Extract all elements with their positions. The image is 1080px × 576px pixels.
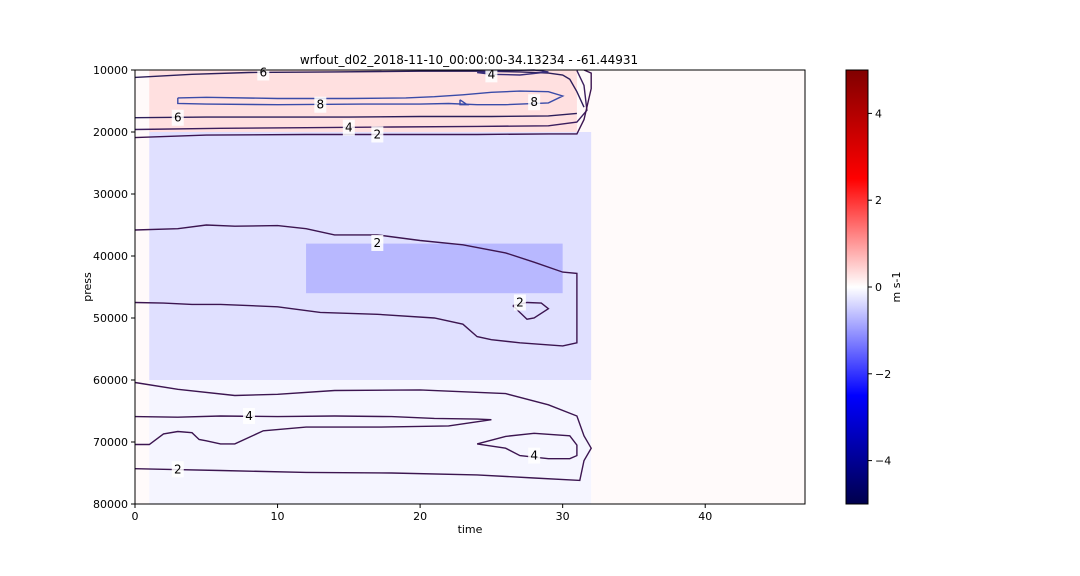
y-tick-label: 10000 xyxy=(93,64,128,77)
contour-label-background xyxy=(528,94,541,111)
contour-line-2 xyxy=(134,381,593,482)
contour-label: 4 xyxy=(530,449,538,463)
contour-label-background xyxy=(243,407,256,424)
contour-line-8 xyxy=(459,99,470,106)
colorbar-tick-label: 0 xyxy=(875,281,882,294)
colorbar-tick-label: −2 xyxy=(875,368,891,381)
contour-label: 4 xyxy=(345,121,353,135)
contour-line-2 xyxy=(134,69,592,139)
contour-label-background xyxy=(371,126,384,143)
x-tick-label: 30 xyxy=(556,510,570,523)
chart-title: wrfout_d02_2018-11-10_00:00:00-34.13234 … xyxy=(300,53,638,67)
contour-label: 4 xyxy=(245,409,253,423)
y-tick-label: 20000 xyxy=(93,126,128,139)
y-tick-label: 30000 xyxy=(93,188,128,201)
plot-frame xyxy=(134,69,806,505)
contour-label-background xyxy=(171,109,184,126)
colorbar-ticks: 4 2 0 −2 −4 xyxy=(868,107,891,468)
contour-label: 4 xyxy=(488,67,496,81)
contour-line-6 xyxy=(134,112,577,119)
contour-label: 2 xyxy=(174,462,182,476)
colorbar xyxy=(845,69,869,505)
x-axis: 0 10 20 30 40 xyxy=(132,504,712,523)
contour-label: 8 xyxy=(530,95,538,109)
contour-label-background xyxy=(257,64,270,81)
contour-label-background xyxy=(513,294,526,311)
contour-line-4 xyxy=(134,415,492,446)
contour-label: 2 xyxy=(374,127,382,141)
heatmap-field xyxy=(135,70,805,504)
contour-label-background xyxy=(171,461,184,478)
contour-label-background xyxy=(371,234,384,251)
contour-label: 2 xyxy=(374,236,382,250)
y-tick-label: 60000 xyxy=(93,374,128,387)
contour-lines xyxy=(134,69,593,482)
contour-line-2 xyxy=(512,301,550,320)
contour-label-background xyxy=(342,119,355,136)
field-region xyxy=(149,380,592,504)
field-region xyxy=(149,70,577,132)
contour-label: 6 xyxy=(174,111,182,125)
colorbar-tick-label: 2 xyxy=(875,194,882,207)
contour-label: 8 xyxy=(316,98,324,112)
y-axis: 10000 20000 30000 40000 50000 60000 70000 80000 xyxy=(93,64,135,511)
contour-label-background xyxy=(314,96,327,113)
contour-label: 6 xyxy=(259,65,267,79)
field-region xyxy=(306,243,563,294)
contour-line-4 xyxy=(476,432,578,460)
contour-line-4 xyxy=(134,70,588,131)
x-tick-label: 20 xyxy=(413,510,427,523)
contour-labels: 6 4 6 8 8 4 2 2 2 4 4 2 xyxy=(171,64,541,478)
colorbar-label: m s-1 xyxy=(890,272,903,303)
y-tick-label: 80000 xyxy=(93,498,128,511)
colorbar-tick-label: 4 xyxy=(875,107,882,120)
y-tick-label: 40000 xyxy=(93,250,128,263)
y-tick-label: 50000 xyxy=(93,312,128,325)
x-axis-label: time xyxy=(458,523,483,536)
contour-label: 2 xyxy=(516,296,524,310)
x-tick-label: 10 xyxy=(271,510,285,523)
colorbar-tick-label: −4 xyxy=(875,455,891,468)
contour-line-2 xyxy=(134,224,578,347)
contour-line-8 xyxy=(177,90,565,106)
x-tick-label: 0 xyxy=(132,510,139,523)
y-axis-label: press xyxy=(81,272,94,302)
x-tick-label: 40 xyxy=(698,510,712,523)
contour-label-background xyxy=(528,447,541,464)
y-tick-label: 70000 xyxy=(93,436,128,449)
